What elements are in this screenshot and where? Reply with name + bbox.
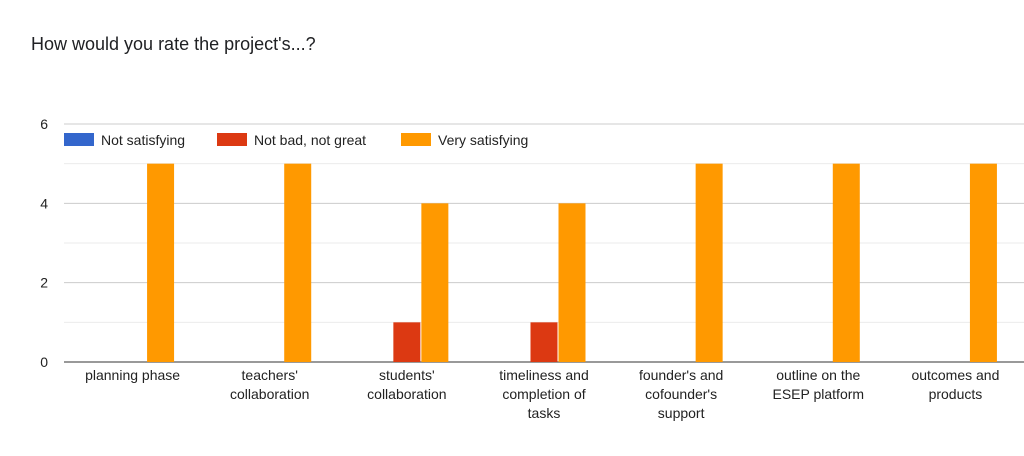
bar xyxy=(421,203,449,362)
x-tick-label: outline on the xyxy=(776,367,860,383)
x-tick-label: cofounder's xyxy=(645,386,717,402)
bar xyxy=(284,163,312,362)
x-tick-label: ESEP platform xyxy=(773,386,865,402)
legend-label: Not bad, not great xyxy=(254,132,366,148)
x-tick-label: collaboration xyxy=(230,386,309,402)
x-tick-label: outcomes and xyxy=(911,367,999,383)
legend-label: Very satisfying xyxy=(438,132,528,148)
x-tick-label: planning phase xyxy=(85,367,180,383)
bar xyxy=(695,163,723,362)
x-tick-label: support xyxy=(658,405,705,421)
y-tick-label: 2 xyxy=(40,275,48,291)
x-tick-label: products xyxy=(929,386,983,402)
legend-swatch xyxy=(64,133,94,146)
y-tick-label: 6 xyxy=(40,116,48,132)
legend-swatch xyxy=(217,133,247,146)
bar xyxy=(832,163,860,362)
chart-title: How would you rate the project's...? xyxy=(31,34,316,54)
bar xyxy=(393,322,421,362)
bar xyxy=(530,322,558,362)
bar xyxy=(969,163,997,362)
bar xyxy=(558,203,586,362)
x-tick-label: students' xyxy=(379,367,435,383)
legend-label: Not satisfying xyxy=(101,132,185,148)
x-tick-label: timeliness and xyxy=(499,367,589,383)
legend-swatch xyxy=(401,133,431,146)
x-tick-label: founder's and xyxy=(639,367,723,383)
x-tick-label: collaboration xyxy=(367,386,446,402)
x-tick-label: teachers' xyxy=(242,367,298,383)
y-tick-label: 4 xyxy=(40,195,48,211)
x-tick-label: completion of xyxy=(502,386,585,402)
x-tick-label: tasks xyxy=(528,405,561,421)
bar xyxy=(147,163,175,362)
y-tick-label: 0 xyxy=(40,354,48,370)
